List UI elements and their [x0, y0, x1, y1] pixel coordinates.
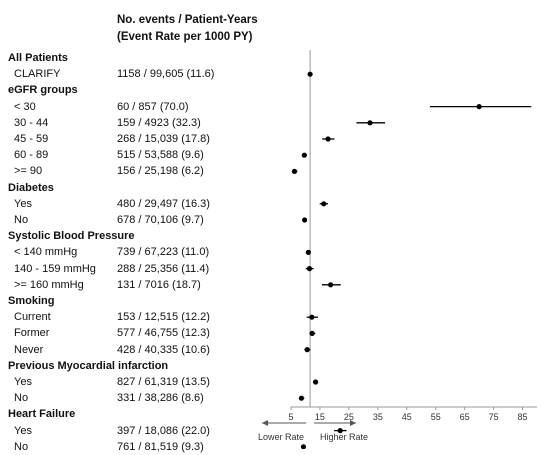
row-value: 827 / 61,319 (13.5): [117, 376, 210, 388]
point-estimate: [367, 120, 373, 126]
row-value: 159 / 4923 (32.3): [117, 116, 201, 129]
point-estimate: [309, 330, 315, 336]
row-label: 140 - 159 mmHg: [14, 262, 96, 275]
row-value: 60 / 857 (70.0): [117, 100, 189, 113]
group-heading: All Patients: [8, 52, 68, 64]
row-value: 428 / 40,335 (10.6): [117, 343, 210, 356]
x-tick-label: 85: [518, 412, 528, 422]
group-heading: Diabetes: [8, 181, 54, 194]
row-label: 45 - 59: [14, 133, 49, 145]
point-estimate: [301, 152, 307, 158]
row-value: 153 / 12,515 (12.2): [117, 311, 210, 324]
point-estimate: [321, 201, 327, 207]
left-arrow-icon: [262, 420, 268, 426]
group-heading: eGFR groups: [8, 84, 78, 97]
group-heading: Systolic Blood Pressure: [8, 230, 135, 243]
x-tick-label: 75: [489, 412, 499, 422]
row-value: 577 / 46,755 (12.3): [117, 327, 210, 340]
header-line-2: (Event Rate per 1000 PY): [117, 31, 253, 43]
x-tick-label: 15: [315, 412, 325, 422]
row-label: >= 160 mmHg: [14, 278, 84, 291]
row-label: Current: [14, 311, 51, 324]
row-value: 515 / 53,588 (9.6): [117, 149, 204, 162]
point-estimate: [291, 168, 298, 174]
group-heading: Heart Failure: [8, 408, 76, 421]
row-label: >= 90: [14, 165, 43, 178]
higher-rate-label: Higher Rate: [320, 432, 368, 442]
point-estimate: [300, 444, 307, 449]
x-tick-label: 25: [344, 412, 354, 422]
header-line-1: No. events / Patient-Years: [117, 14, 258, 26]
point-estimate: [304, 347, 310, 353]
point-estimate: [298, 395, 305, 401]
row-value: 739 / 67,223 (11.0): [117, 246, 210, 259]
row-value: 288 / 25,356 (11.4): [117, 262, 210, 275]
row-value: 268 / 15,039 (17.8): [117, 133, 210, 145]
x-tick-label: 35: [373, 412, 383, 422]
row-value: 678 / 70,106 (9.7): [117, 214, 204, 226]
point-estimate: [328, 282, 334, 288]
row-value: 397 / 18,086 (22.0): [117, 424, 210, 437]
group-heading: Previous Myocardial infarction: [8, 359, 169, 372]
row-label: No: [14, 214, 29, 226]
row-value: 1158 / 99,605 (11.6): [117, 68, 215, 81]
x-tick-label: 45: [402, 412, 412, 422]
row-label: Yes: [14, 424, 32, 437]
row-label: Never: [14, 343, 44, 356]
row-value: 156 / 25,198 (6.2): [117, 165, 204, 178]
point-estimate: [306, 266, 313, 272]
x-tick-label: 55: [431, 412, 441, 422]
row-label: < 30: [14, 100, 36, 113]
point-estimate: [307, 71, 313, 77]
point-estimate: [325, 136, 331, 142]
point-estimate: [302, 217, 308, 223]
lower-rate-label: Lower Rate: [258, 432, 304, 442]
row-value: 131 / 7016 (18.7): [117, 278, 201, 291]
row-label: Former: [14, 327, 50, 340]
right-arrow-icon: [350, 420, 356, 426]
row-label: No: [14, 392, 29, 405]
point-estimate: [337, 428, 343, 434]
row-value: 480 / 29,497 (16.3): [117, 197, 210, 210]
row-label: 30 - 44: [14, 116, 49, 129]
x-tick-label: 5: [288, 412, 293, 422]
x-tick-label: 65: [460, 412, 470, 422]
row-label: Yes: [14, 197, 32, 210]
point-estimate: [313, 379, 319, 385]
row-label: CLARIFY: [14, 68, 61, 81]
row-label: < 140 mmHg: [14, 246, 78, 259]
row-value: 331 / 38,286 (8.6): [117, 392, 204, 405]
row-label: Yes: [14, 376, 32, 388]
point-estimate: [305, 249, 311, 255]
group-heading: Smoking: [8, 295, 55, 307]
row-label: 60 - 89: [14, 149, 49, 162]
point-estimate: [476, 104, 482, 110]
point-estimate: [309, 314, 315, 320]
